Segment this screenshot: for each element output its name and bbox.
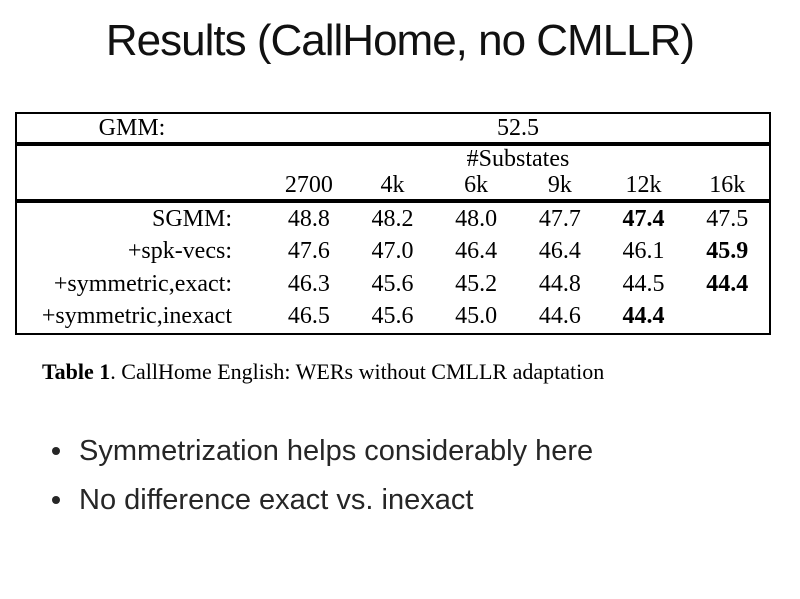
table-row: +spk-vecs: 47.6 47.0 46.4 46.4 46.1 45.9 [17,236,769,269]
wer-value: 46.4 [455,238,498,265]
table-row: +symmetric,exact: 46.3 45.6 45.2 44.8 44… [17,268,769,301]
wer-value: 45.2 [455,270,498,297]
wer-value: 48.2 [371,205,414,232]
list-item: No difference exact vs. inexact [52,483,593,517]
table-row-column-headers: 2700 4k 6k 9k 12k 16k [17,172,769,199]
wer-value: 48.0 [455,205,498,232]
gmm-value: 52.5 [497,114,539,141]
column-header: 4k [380,172,405,198]
wer-value: 44.5 [622,270,665,297]
wer-value: 46.1 [622,238,665,265]
wer-value: 47.7 [538,205,581,232]
row-label: +symmetric,exact: [53,270,232,297]
wer-value: 44.6 [538,303,581,330]
table-caption-label: Table 1 [42,359,111,384]
wer-value-best: 44.4 [706,270,749,297]
wer-value-best: 47.4 [622,205,665,232]
wer-value: 45.6 [371,270,414,297]
column-header: 6k [464,172,489,198]
list-item: Symmetrization helps considerably here [52,434,593,468]
double-rule-separator [17,199,769,203]
wer-value: 47.0 [371,238,414,265]
wer-value: 45.0 [455,303,498,330]
wer-value-empty [685,303,769,330]
column-header: 16k [709,172,746,198]
wer-value-best: 44.4 [622,303,665,330]
substates-header: #Substates [466,145,570,172]
table-caption: Table 1. CallHome English: WERs without … [42,359,604,385]
slide-title: Results (CallHome, no CMLLR) [105,16,695,65]
table-row-substates: #Substates [17,146,769,172]
wer-value: 44.8 [538,270,581,297]
bullet-text: Symmetrization helps considerably here [79,435,594,467]
wer-value-best: 45.9 [706,238,749,265]
column-header: 12k [625,172,662,198]
column-header: 9k [547,172,572,198]
table-row: +symmetric,inexact 46.5 45.6 45.0 44.6 4… [17,301,769,334]
wer-value: 46.3 [287,270,330,297]
row-label: +spk-vecs: [127,238,232,265]
table-row-gmm: GMM: 52.5 [17,114,769,142]
row-label: +symmetric,inexact [41,303,232,330]
wer-value: 45.6 [371,303,414,330]
bullet-icon [52,447,60,455]
bullet-list: Symmetrization helps considerably here N… [52,434,593,532]
table-row: SGMM: 48.8 48.2 48.0 47.7 47.4 47.5 [17,203,769,236]
row-label: SGMM: [151,205,232,232]
bullet-icon [52,496,60,504]
wer-value: 46.4 [538,238,581,265]
double-rule-separator [17,142,769,146]
wer-value: 48.8 [287,205,330,232]
table-caption-text: . CallHome English: WERs without CMLLR a… [110,359,605,384]
column-header: 2700 [284,172,333,198]
wer-value: 46.5 [287,303,330,330]
bullet-text: No difference exact vs. inexact [79,484,474,516]
wer-value: 47.5 [706,205,749,232]
wer-value: 47.6 [287,238,330,265]
table-body: SGMM: 48.8 48.2 48.0 47.7 47.4 47.5 +spk… [17,203,769,333]
results-table: GMM: 52.5 #Substates 2700 4k 6k 9k 12k 1… [15,112,771,335]
gmm-label: GMM: [98,114,166,141]
